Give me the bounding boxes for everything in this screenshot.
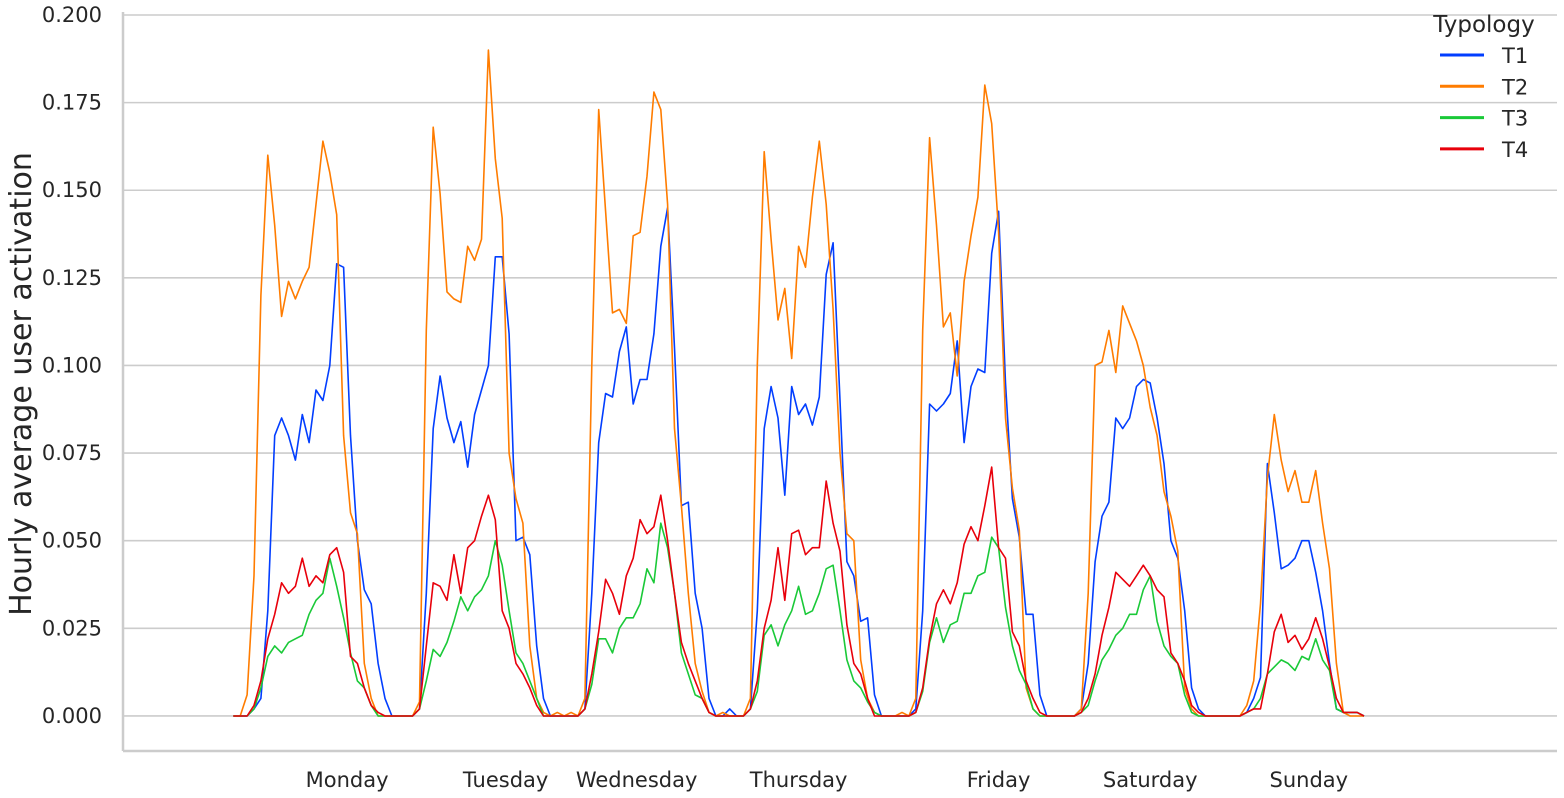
y-tick-label: 0.025 <box>42 616 102 640</box>
y-tick-label: 0.175 <box>42 91 102 115</box>
series-line-t2 <box>233 49 1364 717</box>
x-tick-label-friday: Friday <box>967 768 1031 792</box>
axis-spines <box>121 12 1557 753</box>
y-tick-labels: 0.000 0.025 0.050 0.075 0.100 0.125 0.150 0.175… <box>42 3 102 728</box>
y-axis-title: Hourly average user activation <box>4 152 39 616</box>
legend-label-t3: T3 <box>1501 107 1528 131</box>
x-tick-label-sunday: Sunday <box>1270 768 1349 792</box>
legend-label-t1: T1 <box>1501 44 1528 68</box>
legend-label-t4: T4 <box>1501 138 1528 162</box>
y-tick-label: 0.150 <box>42 178 102 202</box>
legend: Typology T1 T2 T3 T4 <box>1432 12 1534 162</box>
x-tick-label-saturday: Saturday <box>1103 768 1198 792</box>
x-tick-labels: Monday Tuesday Wednesday Thursday Friday Satu… <box>306 768 1348 792</box>
x-tick-label-thursday: Thursday <box>749 768 848 792</box>
x-tick-label-monday: Monday <box>306 768 389 792</box>
x-tick-label-tuesday: Tuesday <box>462 768 548 792</box>
y-tick-label: 0.000 <box>42 704 102 728</box>
x-tick-label-wednesday: Wednesday <box>576 768 698 792</box>
legend-label-t2: T2 <box>1501 75 1528 99</box>
legend-title: Typology <box>1432 12 1534 38</box>
y-tick-label: 0.200 <box>42 3 102 27</box>
series-line-t3 <box>233 522 1365 717</box>
series-line-t1 <box>233 207 1365 717</box>
y-tick-label: 0.100 <box>42 353 102 377</box>
y-tick-label: 0.075 <box>42 441 102 465</box>
series-line-t4 <box>233 466 1365 717</box>
y-tick-label: 0.050 <box>42 529 102 553</box>
y-tick-label: 0.125 <box>42 266 102 290</box>
series-lines <box>233 49 1365 717</box>
